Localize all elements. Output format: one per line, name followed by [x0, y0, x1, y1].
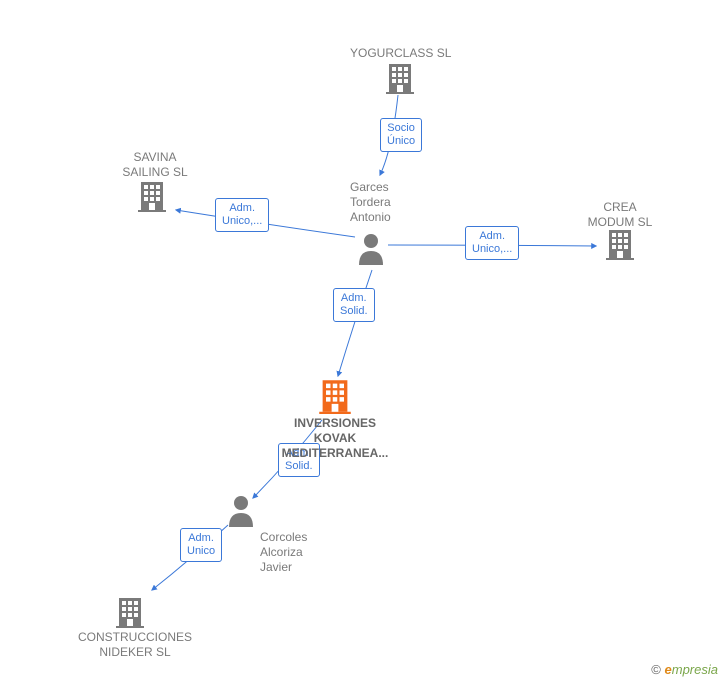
brand-rest: mpresia [672, 662, 718, 677]
node-label-line: Javier [260, 560, 292, 574]
edge-label-line2: Solid. [340, 305, 368, 317]
person-icon [358, 233, 384, 265]
edge-label-line2: Único [387, 135, 415, 147]
copyright-symbol: © [651, 662, 661, 677]
edge-label-line1: Adm. [479, 230, 505, 242]
node-label-line: Tordera [350, 195, 391, 209]
node-label-line: SAILING SL [122, 165, 187, 179]
building-icon [606, 228, 634, 260]
edge-label-garces-crea: Adm. Unico,... [465, 226, 519, 260]
watermark: © empresia [651, 662, 718, 677]
edge-label-garces-savina: Adm. Unico,... [215, 198, 269, 232]
node-label-yogurclass: YOGURCLASS SL [350, 46, 450, 61]
edge-label-line1: Adm. [286, 447, 312, 459]
node-label-line: CREA [603, 200, 636, 214]
edge-label-line1: Adm. [188, 532, 214, 544]
edge-garces-inversiones [338, 270, 372, 376]
node-label-line: NIDEKER SL [99, 645, 170, 659]
edge-label-line1: Socio [387, 122, 415, 134]
node-label-crea: CREA MODUM SL [580, 200, 660, 230]
node-label-line: Garces [350, 180, 389, 194]
node-label-line: INVERSIONES [294, 416, 376, 430]
node-label-line: YOGURCLASS SL [350, 46, 451, 60]
edge-label-line2: Unico,... [222, 215, 262, 227]
edge-label-line2: Unico [187, 545, 215, 557]
node-label-line: CONSTRUCCIONES [78, 630, 192, 644]
node-label-line: KOVAK [314, 431, 356, 445]
edge-label-inversiones-corcoles: Adm. Solid. [278, 443, 320, 477]
diagram-canvas: Socio Único Adm. Unico,... Adm. Unico,..… [0, 0, 728, 685]
building-icon [116, 596, 144, 628]
edge-label-line1: Adm. [229, 202, 255, 214]
building-icon [319, 378, 351, 414]
edge-label-yogurclass-garces: Socio Único [380, 118, 422, 152]
person-icon [228, 495, 254, 527]
node-label-line: SAVINA [133, 150, 176, 164]
edge-label-garces-inversiones: Adm. Solid. [333, 288, 375, 322]
node-label-construcciones: CONSTRUCCIONES NIDEKER SL [70, 630, 200, 660]
building-icon [138, 180, 166, 212]
edge-label-line1: Adm. [341, 292, 367, 304]
building-icon [386, 62, 414, 94]
node-label-line: MODUM SL [588, 215, 653, 229]
node-label-garces: Garces Tordera Antonio [350, 180, 420, 225]
node-label-line: Corcoles [260, 530, 307, 544]
node-label-line: Antonio [350, 210, 391, 224]
node-label-corcoles: Corcoles Alcoriza Javier [215, 530, 330, 575]
edge-label-line2: Unico,... [472, 243, 512, 255]
edge-label-corcoles-construcciones: Adm. Unico [180, 528, 222, 562]
node-label-savina: SAVINA SAILING SL [115, 150, 195, 180]
node-label-line: Alcoriza [260, 545, 303, 559]
brand-e: e [665, 662, 672, 677]
edge-layer [0, 0, 728, 685]
edge-label-line2: Solid. [285, 460, 313, 472]
